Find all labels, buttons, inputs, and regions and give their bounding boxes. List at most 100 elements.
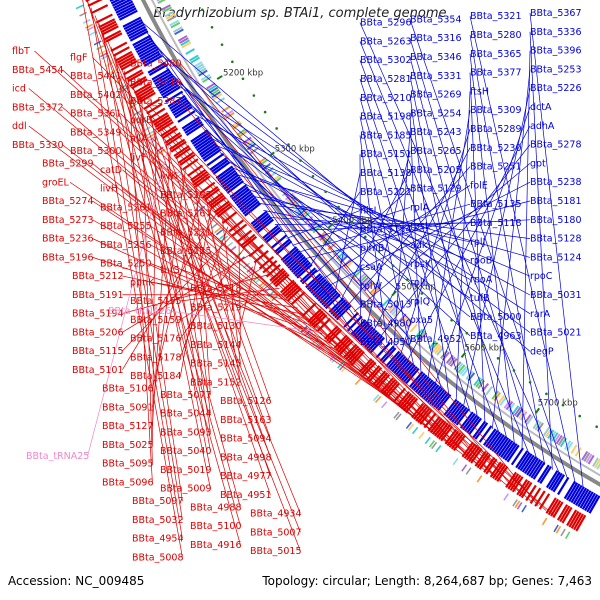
dot-mark [391, 264, 395, 267]
forward-gene [215, 165, 234, 180]
leader-line [122, 188, 395, 401]
forward-gene-label: BBta_5263 [360, 36, 412, 47]
forward-gene-label: rpsK [410, 259, 432, 270]
reverse-gene-label: BBta_5007 [250, 527, 302, 538]
dot-mark [363, 235, 367, 239]
forward-gene [387, 352, 403, 369]
forward-gene [141, 50, 160, 63]
reverse-gene [127, 71, 144, 83]
dot-mark [450, 318, 453, 322]
forward-gene-label: BBta_5367 [530, 8, 582, 19]
forward-gene [209, 157, 228, 171]
tick-label: 5200 kbp [223, 69, 263, 79]
forward-gene [299, 267, 317, 283]
forward-gene [218, 169, 237, 184]
category-mark [557, 436, 565, 446]
reverse-gene [135, 85, 152, 97]
forward-gene [468, 417, 482, 436]
category-mark [202, 76, 212, 84]
forward-gene [236, 192, 254, 207]
reverse-gene [160, 125, 177, 137]
forward-gene-label: BBta_5021 [530, 328, 582, 339]
forward-gene [171, 101, 190, 115]
category-mark [524, 414, 532, 424]
leader-line [82, 0, 183, 558]
category-mark [551, 432, 559, 442]
category-mark [198, 69, 208, 77]
reverse-gene [415, 406, 429, 422]
leader-line [86, 0, 301, 552]
forward-gene [114, 0, 134, 12]
category-mark [409, 323, 418, 333]
category-mark [570, 444, 578, 454]
tick-label: 5500 kbp [396, 282, 436, 292]
forward-gene-label: BBta_5396 [530, 46, 582, 57]
rna-gene-label: BBta_tRNA25 [26, 451, 89, 462]
dot-mark [287, 143, 290, 146]
leader-line [87, 144, 170, 457]
forward-gene-label: BBta_5181 [530, 196, 582, 207]
reverse-gene [157, 120, 174, 133]
leader-line [409, 38, 538, 461]
category-mark [542, 426, 551, 437]
reverse-gene-label: BBta_4951 [220, 490, 272, 501]
reverse-gene-label: BBta_5159 [130, 315, 182, 326]
forward-gene-label: BBta_5346 [410, 52, 462, 63]
dot-mark [252, 94, 256, 97]
leader-line [199, 121, 361, 287]
forward-gene [389, 354, 405, 371]
forward-gene [170, 99, 189, 112]
forward-gene [545, 470, 559, 489]
dot-mark [311, 174, 315, 178]
leader-line [409, 19, 569, 480]
category-mark [418, 332, 428, 341]
dot-mark [528, 381, 532, 384]
leader-line [353, 163, 531, 312]
reverse-gene-label: BBta_5299 [42, 159, 94, 170]
leader-line [110, 47, 241, 508]
forward-gene [510, 447, 524, 466]
category-mark [272, 176, 282, 185]
forward-gene-label: rpoC [530, 271, 553, 282]
leader-line [238, 240, 241, 345]
forward-gene [343, 311, 359, 328]
category-mark [331, 356, 338, 364]
forward-gene [521, 454, 535, 473]
leader-line [92, 57, 547, 511]
reverse-gene-label: BBta_5273 [42, 215, 94, 226]
reverse-gene-label: BBta_5144 [190, 340, 242, 351]
dot-mark [465, 331, 469, 335]
forward-gene-label: BBta_4963 [470, 331, 522, 342]
reverse-gene [87, 0, 103, 7]
reverse-gene-label: BBta_5419 [130, 77, 182, 88]
category-mark [434, 345, 443, 355]
forward-gene [202, 146, 220, 160]
dot-mark [299, 159, 302, 162]
reverse-gene [91, 4, 109, 15]
reverse-gene [281, 281, 297, 296]
reverse-gene-label: BBta_4988 [190, 502, 242, 513]
forward-gene-label: BBta_5265 [410, 146, 462, 157]
forward-gene-label: BBta_5198 [360, 112, 412, 123]
forward-gene-label: rplL [410, 278, 429, 289]
forward-gene-label: BBta_5135 [470, 199, 522, 210]
reverse-gene [170, 140, 187, 153]
leader-line [469, 72, 486, 424]
reverse-gene [131, 78, 148, 90]
reverse-gene [101, 25, 119, 36]
category-mark [166, 15, 177, 22]
dot-mark [201, 8, 204, 12]
forward-gene-label: BBta_5302 [360, 55, 412, 66]
page-title: Bradyrhizobium sp. BTAi1, complete genom… [153, 6, 447, 21]
leader-line [469, 34, 546, 465]
reverse-gene [283, 283, 299, 298]
reverse-gene-label: BBta_5130 [190, 321, 242, 332]
forward-gene [530, 460, 544, 479]
leader-line [94, 15, 301, 533]
forward-gene [191, 131, 210, 145]
leader-line [146, 109, 271, 458]
leader-line [359, 41, 530, 456]
forward-gene [137, 43, 156, 56]
reverse-gene-label: BBta_5096 [102, 477, 154, 488]
